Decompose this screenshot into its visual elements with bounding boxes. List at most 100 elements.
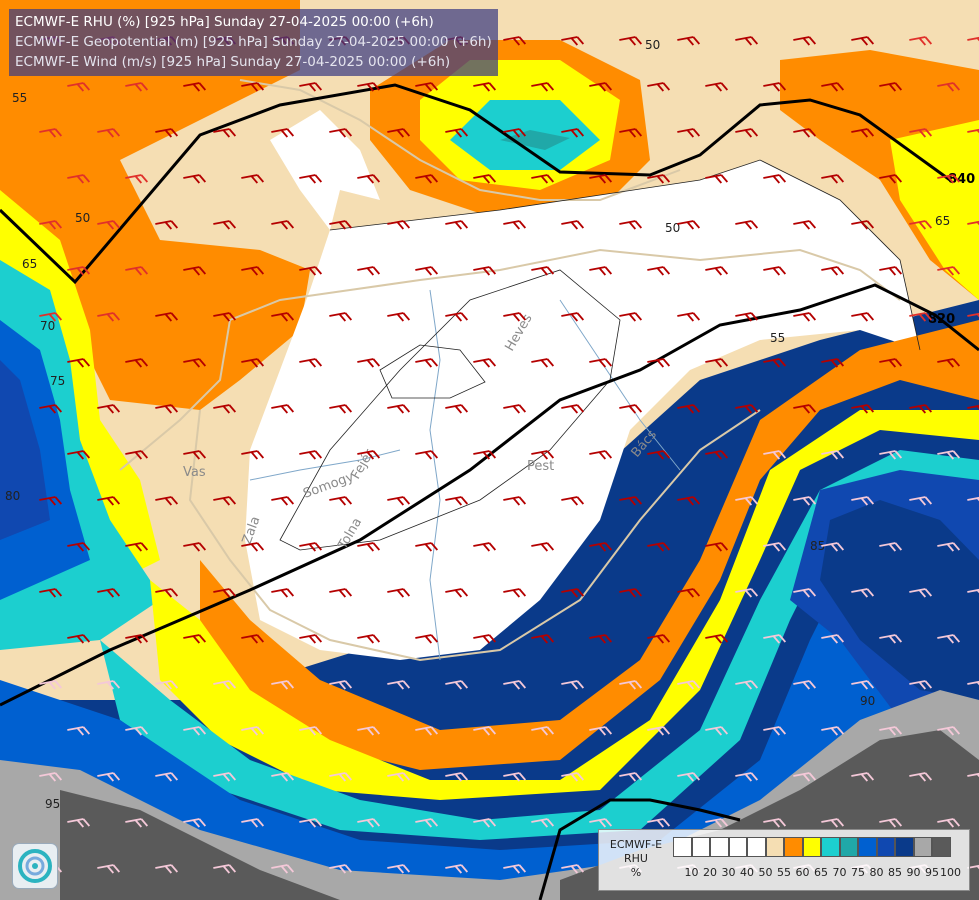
wind-barb — [445, 404, 469, 414]
wind-barb — [937, 818, 961, 828]
wind-barb — [647, 726, 671, 736]
legend-swatch — [821, 837, 840, 857]
wind-barb — [851, 772, 875, 782]
wind-barb — [735, 496, 759, 506]
legend-tick-label: 50 — [758, 866, 773, 879]
wind-barb — [909, 588, 933, 598]
legend-swatch — [747, 837, 766, 857]
legend-tick-label: 10 — [684, 866, 699, 879]
wind-barb — [677, 680, 701, 690]
legend-tick-label: 70 — [832, 866, 847, 879]
rhu-fill-navy-se — [820, 500, 979, 700]
wind-barb — [793, 496, 817, 506]
wind-barb — [647, 450, 671, 460]
wind-barb — [619, 496, 643, 506]
wind-barb — [967, 36, 979, 42]
wind-barb — [647, 634, 671, 644]
logo-graphic — [18, 849, 52, 883]
wind-barb — [705, 358, 729, 368]
wind-barb — [909, 404, 933, 414]
wind-barb — [213, 864, 237, 874]
legend-tick-label: 75 — [851, 866, 865, 879]
rhu-label: 65 — [935, 214, 950, 228]
wind-barb — [589, 726, 613, 736]
wind-barb — [97, 496, 121, 506]
wind-barb — [851, 588, 875, 598]
wind-barb — [299, 726, 323, 736]
wind-barb — [155, 404, 179, 414]
wind-barb — [67, 82, 91, 92]
wind-barb — [329, 404, 353, 414]
wind-barb — [357, 266, 381, 276]
rhu-label: 65 — [22, 257, 37, 271]
wind-barb — [937, 726, 961, 736]
river — [249, 449, 401, 481]
legend-model: ECMWF-E — [609, 838, 663, 851]
wind-barb — [909, 772, 933, 782]
wind-barb — [851, 220, 875, 230]
wind-barb — [677, 588, 701, 598]
wind-barb — [561, 36, 585, 46]
wind-barb — [647, 174, 671, 184]
wind-barb — [213, 680, 237, 690]
wind-barb — [155, 128, 179, 138]
wind-barb — [793, 36, 817, 46]
wind-barb — [937, 174, 961, 184]
wind-barb — [183, 634, 207, 644]
wind-barb — [241, 542, 265, 552]
wind-barb — [213, 588, 237, 598]
wind-barb — [561, 128, 585, 138]
rhu-label: 85 — [810, 539, 825, 553]
wind-barb — [271, 772, 295, 782]
wind-barb — [647, 542, 671, 552]
wind-barb — [619, 588, 643, 598]
wind-barb — [589, 174, 613, 184]
legend-swatch — [765, 837, 784, 857]
wind-barb — [357, 174, 381, 184]
wind-barb — [445, 312, 469, 322]
rhu-label: 80 — [5, 489, 20, 503]
wind-barb — [851, 680, 875, 690]
border-line — [188, 409, 761, 662]
wind-barb — [155, 496, 179, 506]
wind-barb — [821, 726, 845, 736]
wind-barb — [879, 726, 903, 736]
wind-barb — [705, 174, 729, 184]
wind-barb — [503, 312, 527, 322]
wind-barb — [967, 864, 979, 870]
wind-barb — [97, 312, 121, 322]
wind-barb — [299, 818, 323, 828]
wind-barb — [387, 864, 411, 874]
wind-barb — [299, 358, 323, 368]
legend-swatch — [691, 837, 710, 857]
border-line — [239, 79, 681, 201]
wind-barb — [503, 864, 527, 874]
wind-barb — [619, 680, 643, 690]
wind-barb — [415, 542, 439, 552]
wind-barb — [271, 312, 295, 322]
wind-barb — [763, 82, 787, 92]
wind-barb — [677, 496, 701, 506]
wind-barb — [677, 772, 701, 782]
legend-swatch — [710, 837, 729, 857]
wind-barb — [619, 772, 643, 782]
wind-barb — [445, 680, 469, 690]
wind-barbs — [39, 36, 979, 874]
wind-barb — [357, 542, 381, 552]
wind-barb — [387, 496, 411, 506]
legend-tick-label: 65 — [814, 866, 828, 879]
wind-barb — [503, 496, 527, 506]
wind-barb — [735, 772, 759, 782]
wind-barb — [473, 358, 497, 368]
wind-barb — [415, 358, 439, 368]
isohypse-840 — [0, 83, 951, 285]
wind-barb — [967, 772, 979, 778]
wind-barb — [937, 266, 961, 276]
wind-barb — [387, 588, 411, 598]
wind-barb — [561, 496, 585, 506]
wind-barb — [589, 266, 613, 276]
wind-barb — [589, 82, 613, 92]
wind-barb — [619, 312, 643, 322]
title-rhu: ECMWF-E RHU (%) [925 hPa] Sunday 27-04-2… — [15, 14, 434, 30]
wind-barb — [821, 450, 845, 460]
